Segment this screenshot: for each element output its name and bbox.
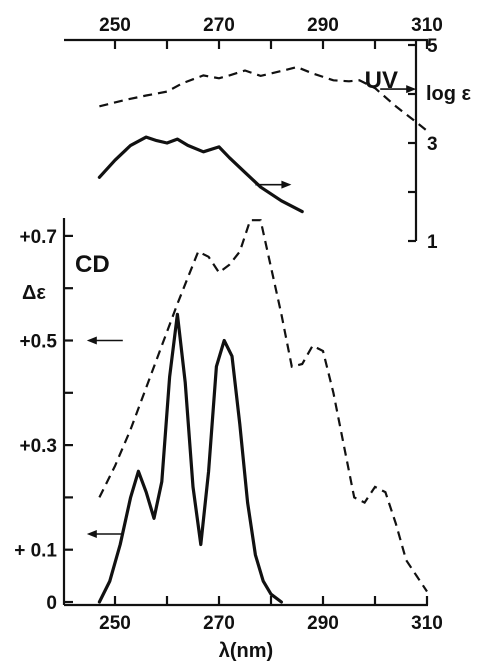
cd-x-tick-label: 270: [203, 613, 235, 634]
cd-solid-arrow: [86, 530, 123, 539]
uv-y-ticks: 1 3 5: [408, 36, 438, 253]
uv-y-axis-label: log ε: [426, 83, 472, 105]
cd-series-group: [97, 219, 428, 604]
cd-y-tick-label: 0: [46, 593, 57, 614]
uv-x-tick-label: 270: [203, 15, 235, 36]
uv-dashed-curve: [99, 65, 428, 132]
uv-solid-arrow: [255, 180, 292, 189]
cd-y-axis-label: Δε: [22, 282, 46, 304]
cd-y-ticks: 0 + 0.1 +0.3 +0.5 +0.7: [14, 227, 73, 614]
cd-arrows: [86, 336, 123, 539]
uv-dashed-arrow: [380, 85, 417, 94]
uv-y-tick-label: 3: [427, 134, 438, 155]
uv-y-tick-label: 5: [427, 36, 438, 57]
cd-y-tick-label: +0.7: [19, 227, 57, 248]
cd-panel-label: CD: [75, 251, 110, 278]
cd-y-tick-label: + 0.1: [14, 541, 57, 562]
uv-y-tick-label: 1: [427, 232, 438, 253]
cd-y-tick-label: +0.5: [19, 332, 57, 353]
cd-x-tick-label: 250: [99, 613, 131, 634]
uv-solid-curve: [97, 135, 304, 214]
uv-x-tick-label: 290: [307, 15, 339, 36]
uv-arrows: [255, 85, 417, 189]
cd-x-tick-label: 310: [411, 613, 443, 634]
uv-panel-label: UV: [365, 67, 398, 94]
uv-series-group: [97, 65, 428, 214]
cd-solid-curve: [97, 312, 283, 604]
cd-x-ticks: 250 270 290 310: [99, 596, 443, 634]
uv-x-ticks: 250 270 290 310: [99, 15, 443, 49]
uv-panel: 250 270 290 310 1 3 5 UV log ε: [64, 15, 472, 253]
cd-x-tick-label: 290: [307, 613, 339, 634]
cd-dashed-curve: [98, 219, 428, 593]
cd-dashed-arrow: [86, 336, 123, 345]
cd-y-tick-label: +0.3: [19, 436, 57, 457]
uv-x-tick-label: 250: [99, 15, 131, 36]
cd-x-axis-label: λ(nm): [219, 640, 273, 662]
cd-panel: 250 270 290 310 0 + 0.1 +0.3 +0.5 +0.7 CD Δε λ(…: [14, 218, 443, 662]
uv-x-tick-label: 310: [411, 15, 443, 36]
